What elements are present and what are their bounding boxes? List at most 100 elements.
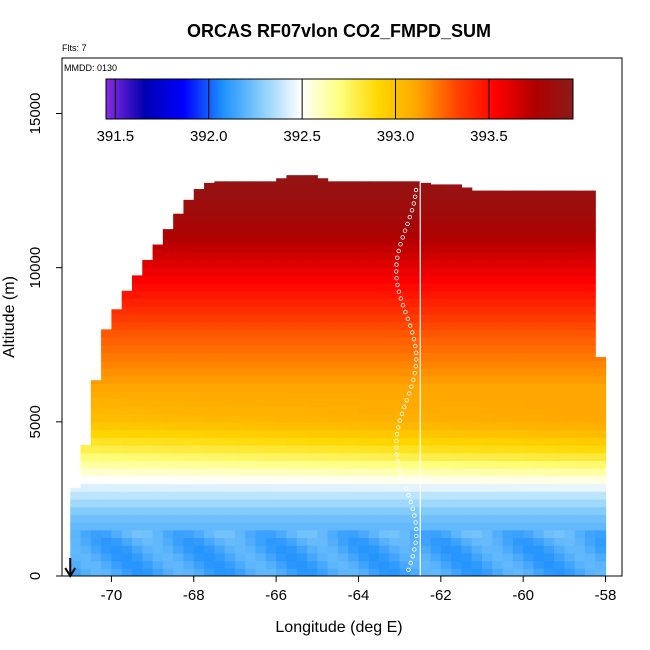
heatmap-cell bbox=[543, 406, 555, 415]
heatmap-cell bbox=[265, 444, 277, 454]
heatmap-cell bbox=[132, 313, 143, 323]
heatmap-cell bbox=[245, 475, 257, 485]
heatmap-cell bbox=[204, 444, 215, 454]
heatmap-cell bbox=[142, 514, 154, 523]
heatmap-cell bbox=[512, 506, 524, 515]
flight-point bbox=[394, 269, 399, 274]
heatmap-cell bbox=[162, 491, 174, 500]
heatmap-cell bbox=[430, 437, 442, 446]
heatmap-cell bbox=[389, 491, 401, 500]
heatmap-cell bbox=[234, 483, 246, 492]
heatmap-cell bbox=[214, 306, 226, 315]
heatmap-cell bbox=[379, 321, 390, 330]
heatmap-cell bbox=[224, 560, 236, 569]
heatmap-cell bbox=[451, 383, 463, 392]
heatmap-cell bbox=[204, 498, 215, 508]
heatmap-cell bbox=[111, 344, 123, 354]
heatmap-cell bbox=[276, 491, 288, 500]
heatmap-cell bbox=[430, 498, 442, 508]
heatmap-cell bbox=[358, 352, 370, 361]
heatmap-cell bbox=[512, 429, 524, 438]
heatmap-cell bbox=[265, 506, 277, 515]
heatmap-cell bbox=[234, 468, 246, 477]
heatmap-cell bbox=[307, 259, 318, 269]
y-axis-label: Altitude (m) bbox=[1, 276, 18, 358]
heatmap-cell bbox=[327, 213, 339, 223]
heatmap-cell bbox=[183, 275, 195, 284]
heatmap-cell bbox=[204, 198, 215, 207]
heatmap-cell bbox=[430, 552, 442, 562]
heatmap-cell bbox=[255, 313, 267, 323]
heatmap-cell bbox=[101, 329, 113, 338]
heatmap-cell bbox=[399, 545, 411, 554]
heatmap-cell bbox=[512, 259, 524, 269]
heatmap-cell bbox=[574, 406, 586, 415]
heatmap-cell bbox=[152, 252, 164, 261]
heatmap-cell bbox=[234, 514, 246, 523]
heatmap-cell bbox=[337, 568, 349, 576]
heatmap-cell bbox=[255, 252, 267, 261]
heatmap-cell bbox=[70, 568, 82, 576]
heatmap-cell bbox=[554, 198, 565, 207]
heatmap-cell bbox=[327, 236, 339, 246]
heatmap-cell bbox=[584, 421, 596, 431]
heatmap-cell bbox=[348, 491, 360, 500]
heatmap-cell bbox=[193, 229, 205, 238]
heatmap-cell bbox=[430, 267, 442, 276]
heatmap-cell bbox=[327, 491, 339, 500]
heatmap-cell bbox=[492, 283, 504, 292]
heatmap-cell bbox=[420, 221, 432, 230]
heatmap-cell bbox=[358, 383, 370, 392]
heatmap-cell bbox=[276, 414, 288, 423]
heatmap-cell bbox=[512, 460, 524, 469]
heatmap-cell bbox=[162, 414, 174, 423]
heatmap-cell bbox=[276, 337, 288, 346]
heatmap-cell bbox=[409, 313, 421, 323]
heatmap-cell bbox=[121, 383, 133, 392]
heatmap-cell bbox=[255, 452, 267, 461]
heatmap-cell bbox=[286, 452, 298, 461]
heatmap-cell bbox=[173, 236, 185, 246]
heatmap-cell bbox=[471, 367, 483, 377]
heatmap-cell bbox=[399, 383, 411, 392]
heatmap-cell bbox=[543, 522, 555, 531]
heatmap-cell bbox=[173, 360, 185, 369]
heatmap-cell bbox=[440, 259, 452, 269]
heatmap-cell bbox=[461, 267, 473, 276]
heatmap-cell bbox=[70, 506, 82, 515]
heatmap-cell bbox=[286, 421, 298, 431]
heatmap-cell bbox=[101, 560, 113, 569]
heatmap-cell bbox=[389, 429, 401, 438]
heatmap-cell bbox=[574, 545, 586, 554]
heatmap-cell bbox=[90, 514, 102, 523]
heatmap-cell bbox=[595, 568, 607, 576]
heatmap-cell bbox=[512, 568, 524, 576]
heatmap-cell bbox=[379, 475, 390, 485]
heatmap-cell bbox=[574, 206, 586, 215]
heatmap-cell bbox=[492, 429, 504, 438]
heatmap-cell bbox=[173, 329, 185, 338]
heatmap-cell bbox=[101, 529, 113, 539]
heatmap-cell bbox=[348, 383, 360, 392]
heatmap-cell bbox=[162, 383, 174, 392]
heatmap-cell bbox=[152, 306, 164, 315]
flight-point bbox=[395, 459, 401, 464]
heatmap-cell bbox=[234, 560, 246, 569]
heatmap-cell bbox=[214, 344, 226, 354]
heatmap-cell bbox=[307, 560, 318, 569]
heatmap-cell bbox=[399, 321, 411, 330]
heatmap-cell bbox=[409, 321, 421, 330]
heatmap-cell bbox=[420, 259, 432, 269]
heatmap-cell bbox=[430, 213, 442, 223]
heatmap-cell bbox=[265, 329, 277, 338]
heatmap-cell bbox=[512, 313, 524, 323]
heatmap-cell bbox=[512, 275, 524, 284]
heatmap-cell bbox=[574, 552, 586, 562]
heatmap-cell bbox=[574, 236, 586, 246]
heatmap-cell bbox=[420, 360, 432, 369]
heatmap-cell bbox=[492, 290, 504, 300]
heatmap-cell bbox=[337, 344, 349, 354]
heatmap-cell bbox=[430, 522, 442, 531]
heatmap-cell bbox=[492, 198, 504, 207]
heatmap-cell bbox=[595, 383, 607, 392]
